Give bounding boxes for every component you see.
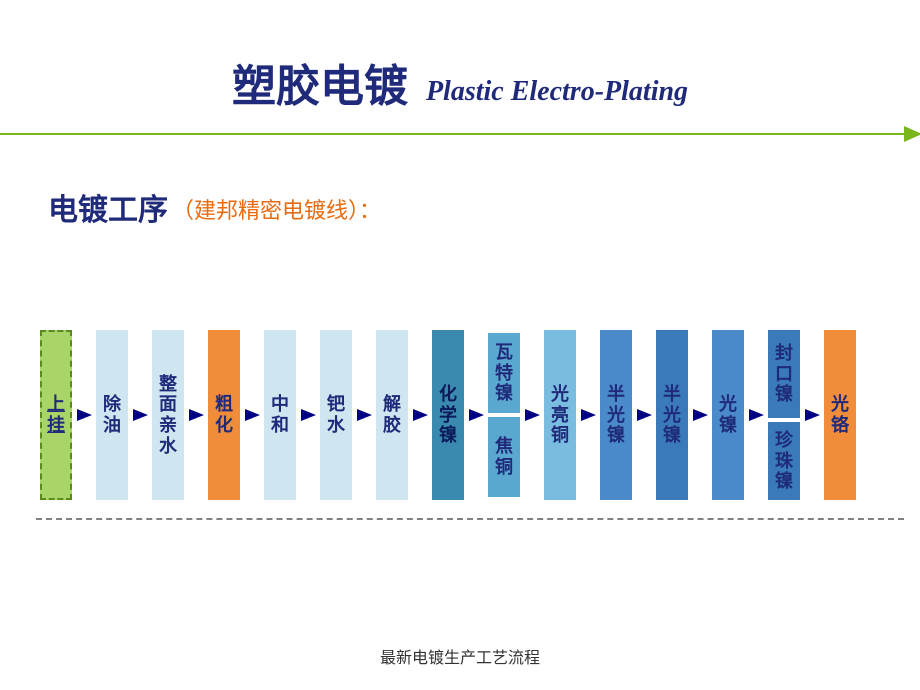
arrow-icon	[413, 409, 428, 421]
arrow-icon	[693, 409, 708, 421]
flow-step: 解胶	[376, 330, 408, 500]
flow-step: 化学镍	[432, 330, 464, 500]
section-subtitle: （建邦精密电镀线）：	[172, 193, 381, 229]
flow-box: 光镍	[712, 330, 744, 500]
flow-step: 封口镍珍珠镍	[768, 330, 800, 500]
flow-step: 中和	[264, 330, 296, 500]
baseline-rule	[36, 518, 904, 520]
arrow-icon	[245, 409, 260, 421]
flow-step: 整面亲水	[152, 330, 184, 500]
arrow-icon	[805, 409, 820, 421]
flow-box: 封口镍	[768, 330, 800, 418]
flow-box: 瓦特镍	[488, 333, 520, 413]
flow-box: 整面亲水	[152, 330, 184, 500]
flow-box: 上挂	[40, 330, 72, 500]
flow-box: 珍珠镍	[768, 422, 800, 500]
flow-box: 粗化	[208, 330, 240, 500]
process-flow: 上挂除油整面亲水粗化中和钯水解胶化学镍瓦特镍焦铜光亮铜半光镍半光镍光镍封口镍珍珠…	[40, 330, 900, 500]
flow-box: 半光镍	[656, 330, 688, 500]
flow-box: 解胶	[376, 330, 408, 500]
arrow-icon	[77, 409, 92, 421]
flow-box: 光铬	[824, 330, 856, 500]
arrow-icon	[749, 409, 764, 421]
arrow-icon	[469, 409, 484, 421]
flow-step: 半光镍	[656, 330, 688, 500]
title-row: 塑胶电镀 Plastic Electro-Plating	[0, 0, 920, 114]
arrow-icon	[525, 409, 540, 421]
flow-step: 除油	[96, 330, 128, 500]
flow-step: 光铬	[824, 330, 856, 500]
arrow-icon	[133, 409, 148, 421]
flow-box: 化学镍	[432, 330, 464, 500]
title-english: Plastic Electro-Plating	[426, 76, 688, 114]
flow-box: 中和	[264, 330, 296, 500]
flow-step: 半光镍	[600, 330, 632, 500]
arrow-icon	[357, 409, 372, 421]
divider-line	[0, 133, 920, 135]
flow-box: 钯水	[320, 330, 352, 500]
arrow-icon	[189, 409, 204, 421]
divider-arrow-icon	[904, 126, 920, 142]
flow-box: 焦铜	[488, 417, 520, 497]
flow-step: 光亮铜	[544, 330, 576, 500]
flow-step: 钯水	[320, 330, 352, 500]
arrow-icon	[637, 409, 652, 421]
section-heading: 电镀工序 （建邦精密电镀线）：	[48, 185, 381, 229]
flow-box: 半光镍	[600, 330, 632, 500]
flow-step: 瓦特镍焦铜	[488, 333, 520, 497]
flow-step: 粗化	[208, 330, 240, 500]
flow-step: 上挂	[40, 330, 72, 500]
flow-step: 光镍	[712, 330, 744, 500]
footer-caption: 最新电镀生产工艺流程	[0, 644, 920, 668]
arrow-icon	[301, 409, 316, 421]
title-chinese: 塑胶电镀	[232, 50, 408, 114]
arrow-icon	[581, 409, 596, 421]
flow-box: 除油	[96, 330, 128, 500]
flow-box: 光亮铜	[544, 330, 576, 500]
section-title: 电镀工序	[48, 185, 168, 229]
